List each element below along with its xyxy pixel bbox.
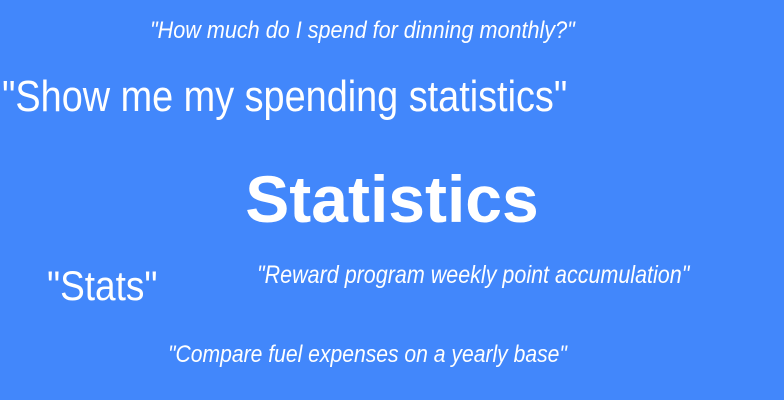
- title: Statistics: [245, 162, 539, 236]
- example-phrase-spending-statistics: "Show me my spending statistics": [2, 72, 568, 121]
- example-phrase-reward-program: "Reward program weekly point accumulatio…: [257, 261, 690, 289]
- example-phrase-dining: "How much do I spend for dinning monthly…: [150, 17, 575, 44]
- example-phrase-stats: "Stats": [47, 262, 158, 309]
- example-phrase-fuel-expenses: "Compare fuel expenses on a yearly base": [168, 341, 567, 368]
